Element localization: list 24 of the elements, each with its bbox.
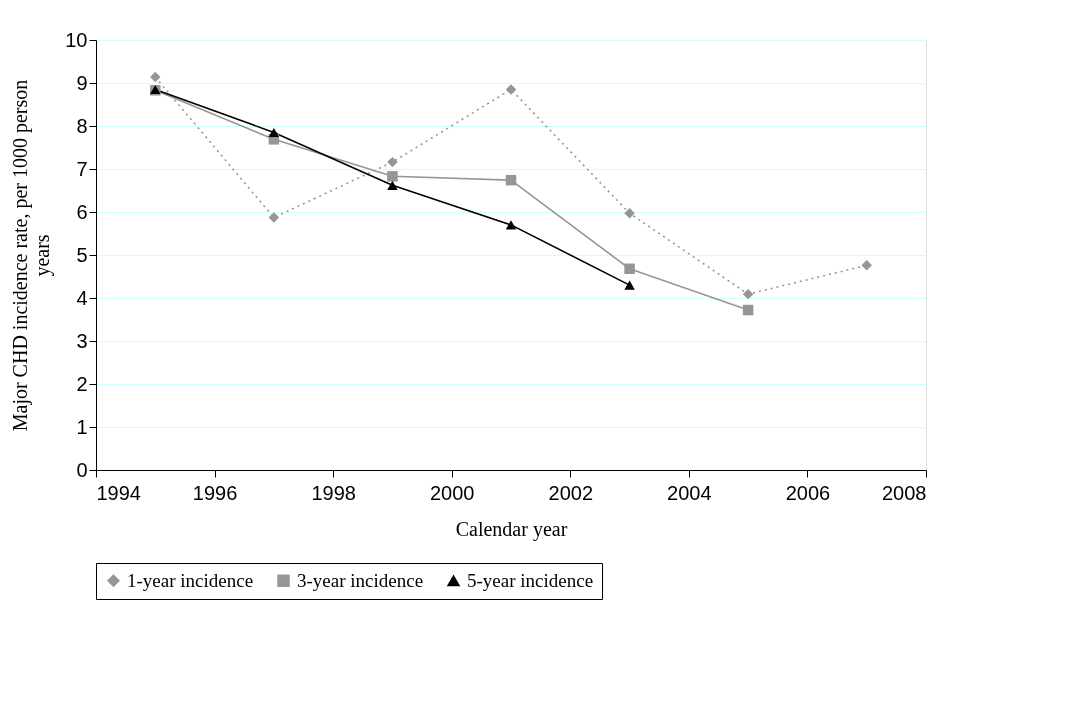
x-tick-label: 2002 xyxy=(548,481,594,504)
y-tick-label: 8 xyxy=(76,114,88,137)
x-tick-label: 1996 xyxy=(192,481,238,504)
y-tick-label: 7 xyxy=(76,157,88,180)
x-tick-label: 2004 xyxy=(667,481,712,504)
y-tick-label: 6 xyxy=(76,200,88,223)
legend-label: 3-year incidence xyxy=(297,569,424,591)
y-tick-label: 0 xyxy=(76,458,88,481)
y-tick-label: 5 xyxy=(76,243,88,266)
x-tick-label: 2006 xyxy=(785,481,831,504)
y-axis-title: Major CHD incidence rate, per 1000 person years xyxy=(9,79,55,432)
x-tick-label: 2008 xyxy=(882,481,927,504)
y-tick-label: 3 xyxy=(76,329,88,352)
legend-label: 1-year incidence xyxy=(127,569,254,591)
x-tick-label: 1998 xyxy=(311,481,356,504)
legend-label: 5-year incidence xyxy=(467,569,594,591)
x-tick-label: 1994 xyxy=(96,481,141,504)
y-tick-label: 10 xyxy=(65,28,88,51)
y-tick-label: 2 xyxy=(76,372,88,395)
y-tick-label: 4 xyxy=(76,286,88,309)
y-tick-label: 1 xyxy=(76,415,88,438)
x-axis-title: Calendar year xyxy=(455,517,568,541)
y-tick-label: 9 xyxy=(76,71,88,94)
x-tick-label: 2000 xyxy=(429,481,475,504)
